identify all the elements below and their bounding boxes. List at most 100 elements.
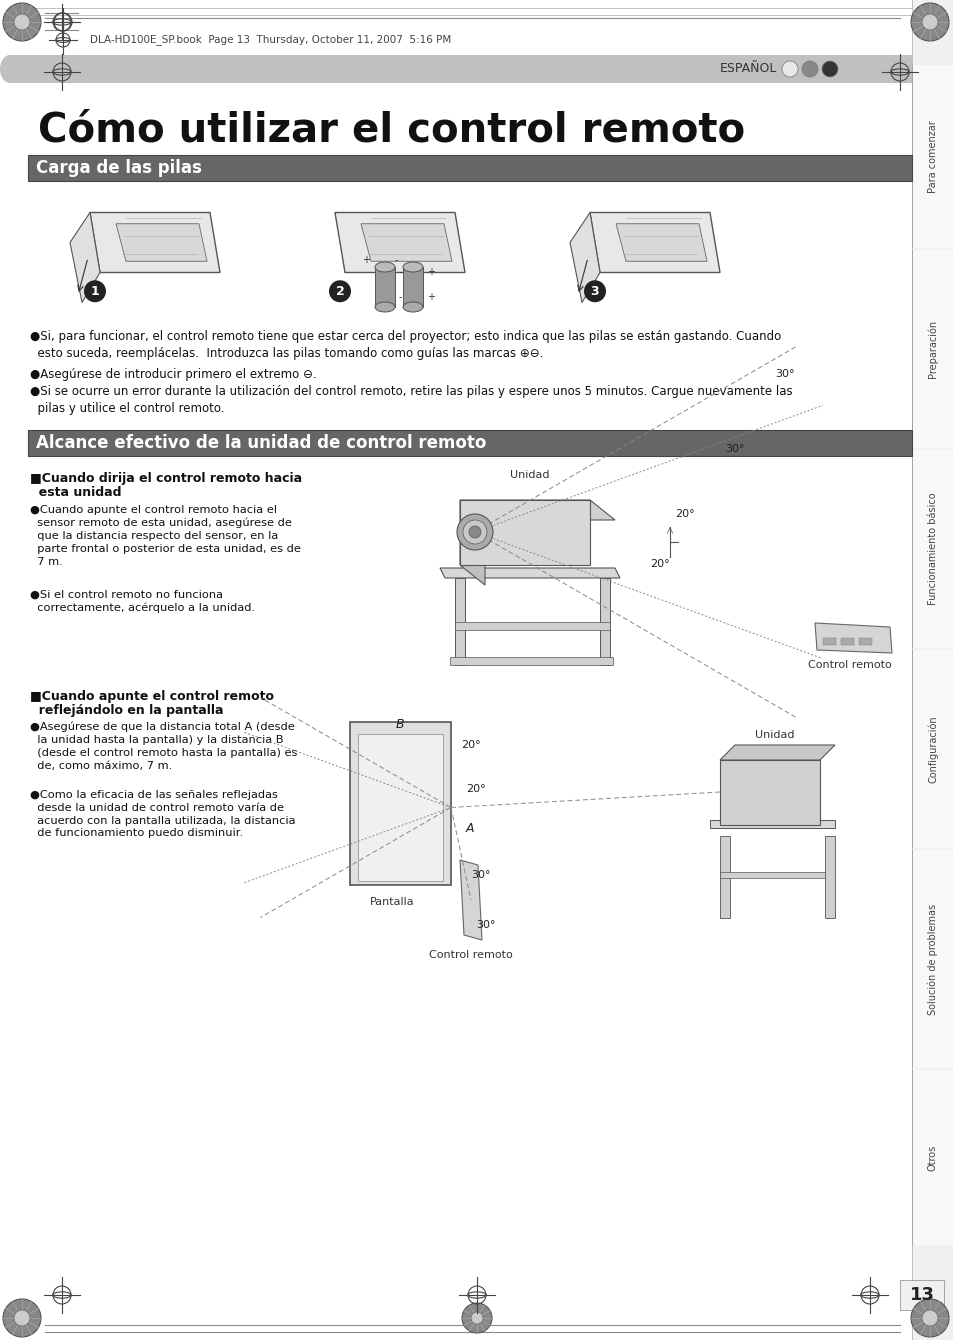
Bar [858,638,871,645]
Polygon shape [569,213,599,303]
Polygon shape [720,745,834,760]
Text: 30°: 30° [724,444,743,454]
Text: Para comenzar: Para comenzar [927,121,937,193]
Text: 30°: 30° [774,369,794,379]
Bar [911,66,912,248]
Polygon shape [70,213,100,303]
Text: Preparación: Preparación [926,320,937,378]
Circle shape [329,280,351,303]
Text: esta unidad: esta unidad [30,486,121,498]
Circle shape [821,62,837,76]
Text: DLA-HD100E_SP.book  Page 13  Thursday, October 11, 2007  5:16 PM: DLA-HD100E_SP.book Page 13 Thursday, Oct… [90,35,451,46]
Polygon shape [439,568,619,578]
Bar [912,251,953,448]
Polygon shape [720,760,820,825]
Bar [28,155,911,181]
Polygon shape [90,213,220,272]
Circle shape [910,1298,948,1337]
Circle shape [14,13,30,29]
Bar [720,872,824,878]
Text: 1: 1 [91,285,99,297]
Text: A: A [465,823,474,836]
Ellipse shape [402,302,422,312]
Text: Otros: Otros [927,1144,937,1171]
Bar [28,430,911,456]
Text: B: B [395,717,404,730]
Text: -: - [398,267,402,277]
Circle shape [910,3,948,42]
Text: 20°: 20° [465,784,485,795]
Text: -: - [398,292,402,302]
Circle shape [456,515,493,549]
Polygon shape [459,500,589,565]
Text: ESPAÑOL: ESPAÑOL [720,63,777,75]
Text: +: + [361,255,370,265]
Text: 20°: 20° [460,740,480,749]
Text: Funcionamiento básico: Funcionamiento básico [927,493,937,606]
Bar [709,820,834,828]
Bar [350,722,451,884]
Polygon shape [459,500,615,520]
Text: 30°: 30° [476,919,495,930]
Circle shape [583,280,605,303]
Polygon shape [335,213,464,272]
Ellipse shape [375,263,395,272]
Text: Control remoto: Control remoto [429,950,513,959]
Text: ●Si, para funcionar, el control remoto tiene que estar cerca del proyector; esto: ●Si, para funcionar, el control remoto t… [30,330,781,360]
Text: ■Cuando apunte el control remoto: ■Cuando apunte el control remoto [30,690,274,704]
Ellipse shape [402,263,422,272]
Text: Carga de las pilas: Carga de las pilas [36,159,202,177]
Bar [912,850,953,1068]
Circle shape [3,1298,41,1337]
Text: ●Como la eficacia de las señales reflejadas
  desde la unidad de control remoto : ●Como la eficacia de las señales refleja… [30,791,295,839]
Circle shape [781,62,797,76]
Polygon shape [589,213,720,272]
Text: ●Asegúrese de introducir primero el extremo ⊖.: ●Asegúrese de introducir primero el extr… [30,369,316,381]
Bar [402,267,422,307]
Ellipse shape [375,302,395,312]
Text: ●Asegúrese de que la distancia total A (desde
  la unidad hasta la pantalla) y l: ●Asegúrese de que la distancia total A (… [30,722,297,770]
Text: Cómo utilizar el control remoto: Cómo utilizar el control remoto [38,110,744,150]
Text: 2: 2 [335,285,344,297]
Text: +: + [427,267,435,277]
Circle shape [921,13,937,29]
Text: ●Si el control remoto no funciona
  correctamente, acérquelo a la unidad.: ●Si el control remoto no funciona correc… [30,590,254,614]
Bar [824,836,834,918]
Text: 30°: 30° [471,870,490,879]
Ellipse shape [0,55,20,83]
Bar [455,578,464,665]
Circle shape [921,1311,937,1327]
Polygon shape [116,224,207,261]
Text: 20°: 20° [649,559,669,570]
Text: ●Si se ocurre un error durante la utilización del control remoto, retire las pil: ●Si se ocurre un error durante la utiliz… [30,385,792,415]
Polygon shape [459,860,481,939]
Polygon shape [459,500,484,586]
Circle shape [469,527,480,537]
Text: Solución de problemas: Solución de problemas [926,903,937,1014]
Circle shape [471,1312,482,1324]
Text: reflejándolo en la pantalla: reflejándolo en la pantalla [30,704,223,717]
Bar [450,657,613,665]
Circle shape [3,3,41,42]
Circle shape [461,1302,492,1333]
Text: Unidad: Unidad [755,730,794,740]
Bar [28,430,911,456]
Polygon shape [360,224,452,261]
Polygon shape [616,224,706,261]
Text: 13: 13 [908,1286,934,1304]
Bar [841,638,853,645]
Text: Unidad: Unidad [510,470,549,480]
Text: 3: 3 [590,285,598,297]
Bar [455,622,609,630]
Polygon shape [814,623,891,653]
Text: ●Cuando apunte el control remoto hacia el
  sensor remoto de esta unidad, asegúr: ●Cuando apunte el control remoto hacia e… [30,505,300,567]
Text: +: + [427,292,435,302]
Text: Control remoto: Control remoto [807,661,891,670]
Bar [911,650,912,848]
Text: Alcance efectivo de la unidad de control remoto: Alcance efectivo de la unidad de control… [36,434,486,452]
Text: Configuración: Configuración [926,716,937,783]
Text: 20°: 20° [675,509,694,519]
Bar [375,267,395,307]
Bar [912,1071,953,1245]
Bar [822,638,835,645]
